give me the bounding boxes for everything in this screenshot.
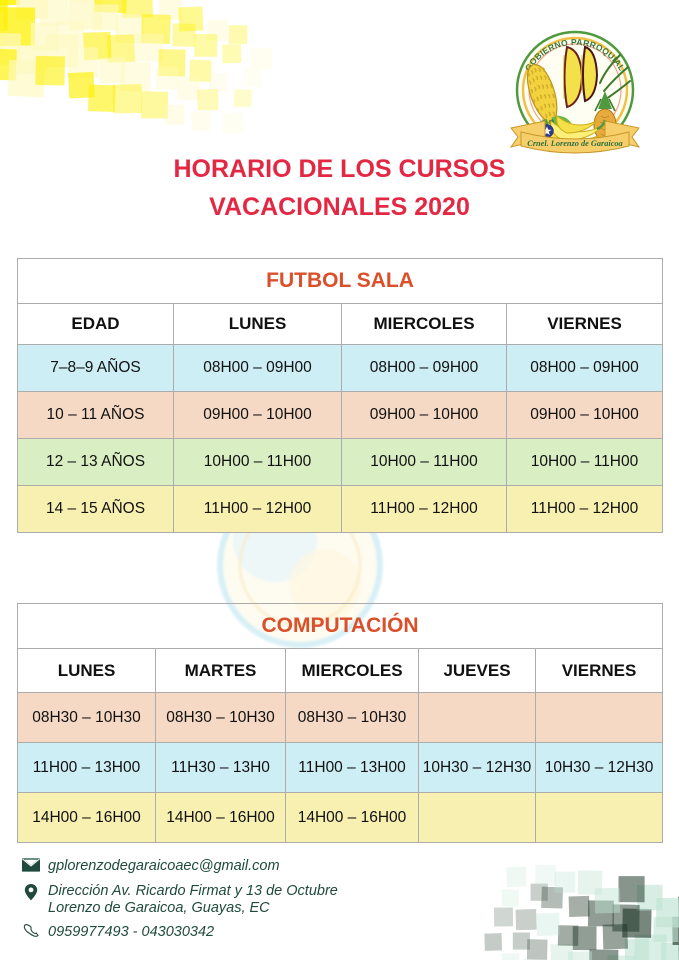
svg-text:Crnel. Lorenzo de Garaicoa: Crnel. Lorenzo de Garaicoa — [527, 139, 622, 148]
